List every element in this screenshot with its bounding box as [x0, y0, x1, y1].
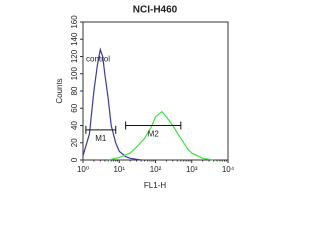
y-tick-label: 100	[70, 67, 79, 81]
legend-label: control	[86, 55, 110, 64]
y-tick-label: 160	[70, 15, 79, 29]
chart-title: NCI-H460	[133, 5, 178, 16]
page: NCI-H460 FL1-H Counts 0 20 40 60 80 100 120 140…	[55, 4, 235, 191]
x-tick-label: 10²	[150, 165, 162, 174]
histogram-line	[82, 47, 142, 161]
y-tick-label: 40	[70, 121, 79, 130]
y-tick-label: 140	[70, 32, 79, 46]
gate-label: M1	[95, 134, 107, 143]
histogram-line	[108, 110, 214, 161]
y-tick-label: 80	[70, 86, 79, 95]
y-axis-label: Counts	[55, 78, 64, 103]
y-tick-label: 60	[70, 103, 79, 112]
x-tick-label: 10⁴	[222, 165, 235, 174]
y-tick-label: 0	[70, 157, 79, 162]
chart: NCI-H460 FL1-H Counts 0 20 40 60 80 100 120 140…	[55, 5, 235, 190]
x-tick-label: 10¹	[113, 165, 125, 174]
gate-label: M2	[148, 130, 160, 139]
y-tick-label: 20	[70, 138, 79, 147]
x-axis-label: FL1-H	[144, 181, 166, 190]
y-tick-label: 120	[70, 49, 79, 63]
x-tick-label: 10³	[186, 165, 198, 174]
x-tick-label: 10⁰	[77, 165, 89, 174]
